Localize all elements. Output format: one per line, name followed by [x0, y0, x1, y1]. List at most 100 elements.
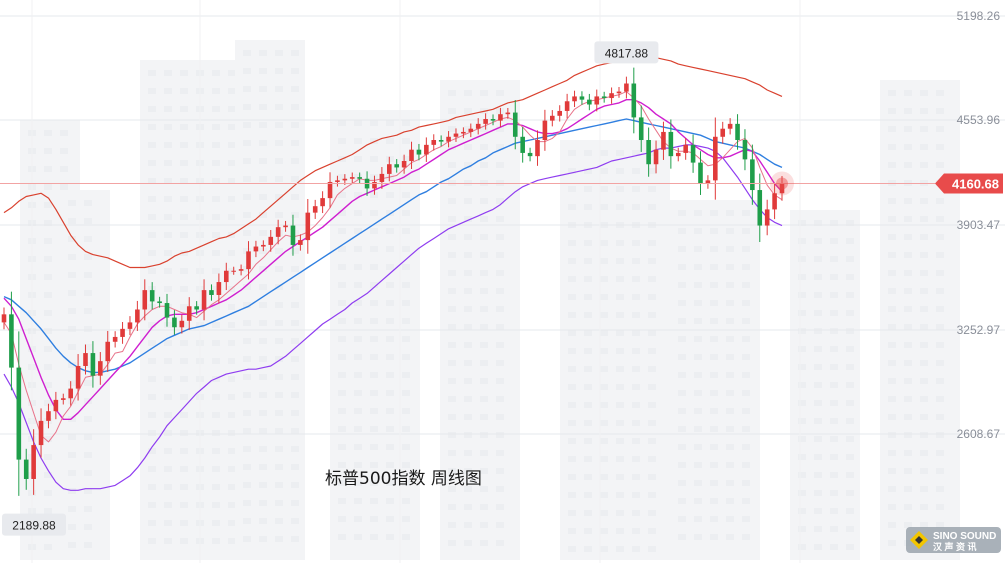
- bg-window: [888, 144, 896, 150]
- bg-window: [275, 446, 283, 452]
- bg-window: [814, 472, 822, 478]
- candle-body: [542, 120, 548, 141]
- bg-window: [742, 228, 750, 234]
- bg-window: [338, 480, 346, 486]
- bg-window: [291, 68, 299, 74]
- bg-window: [496, 540, 504, 546]
- candle-body: [512, 112, 518, 137]
- bg-window: [60, 184, 68, 190]
- bg-window: [259, 392, 267, 398]
- bg-window: [84, 236, 92, 242]
- bg-window: [830, 400, 838, 406]
- bg-window: [584, 528, 592, 534]
- candle-body: [446, 136, 451, 142]
- bg-window: [370, 426, 378, 432]
- bg-window: [904, 432, 912, 438]
- candle-body: [231, 270, 236, 272]
- bg-window: [694, 498, 702, 504]
- bg-window: [84, 254, 92, 260]
- bg-window: [243, 68, 251, 74]
- bg-window: [84, 326, 92, 332]
- bg-window: [936, 324, 944, 330]
- bg-window: [496, 270, 504, 276]
- bg-window: [338, 264, 346, 270]
- bg-window: [496, 90, 504, 96]
- bg-window: [814, 544, 822, 550]
- bg-window: [68, 344, 76, 350]
- bg-window: [920, 234, 928, 240]
- bg-window: [402, 192, 410, 198]
- bg-window: [338, 282, 346, 288]
- bg-window: [710, 336, 718, 342]
- bg-window: [44, 436, 52, 442]
- bg-window: [726, 408, 734, 414]
- bg-window: [480, 450, 488, 456]
- bg-window: [164, 484, 172, 490]
- bg-window: [402, 120, 410, 126]
- bg-window: [464, 504, 472, 510]
- bg-window: [464, 378, 472, 384]
- bg-window: [275, 482, 283, 488]
- bg-window: [402, 300, 410, 306]
- bg-window: [920, 378, 928, 384]
- candle-body: [275, 227, 281, 237]
- bg-window: [212, 268, 220, 274]
- bg-window: [338, 462, 346, 468]
- bg-window: [742, 444, 750, 450]
- bg-window: [448, 288, 456, 294]
- bg-window: [568, 474, 576, 480]
- bg-window: [632, 528, 640, 534]
- bg-window: [648, 438, 656, 444]
- bg-window: [742, 210, 750, 216]
- bg-window: [480, 198, 488, 204]
- bg-window: [228, 394, 236, 400]
- bg-window: [338, 390, 346, 396]
- bg-window: [742, 318, 750, 324]
- bg-window: [275, 86, 283, 92]
- bg-window: [402, 516, 410, 522]
- bg-window: [212, 88, 220, 94]
- bg-window: [164, 412, 172, 418]
- bg-window: [448, 540, 456, 546]
- bg-window: [275, 266, 283, 272]
- bg-window: [600, 456, 608, 462]
- bg-window: [228, 430, 236, 436]
- bg-window: [584, 492, 592, 498]
- bg-window: [243, 140, 251, 146]
- bg-window: [904, 90, 912, 96]
- bg-window: [464, 324, 472, 330]
- candle-body: [609, 93, 614, 99]
- bg-window: [584, 420, 592, 426]
- bg-window: [920, 522, 928, 528]
- bg-window: [148, 250, 156, 256]
- bg-window: [291, 86, 299, 92]
- bg-window: [480, 342, 488, 348]
- bg-window: [694, 408, 702, 414]
- bg-window: [846, 472, 854, 478]
- bg-window: [228, 160, 236, 166]
- bg-window: [726, 498, 734, 504]
- bg-window: [259, 536, 267, 542]
- bg-window: [920, 306, 928, 312]
- bg-window: [180, 124, 188, 130]
- bg-window: [568, 348, 576, 354]
- bg-window: [496, 288, 504, 294]
- bg-window: [678, 336, 686, 342]
- bg-window: [904, 234, 912, 240]
- bg-window: [480, 144, 488, 150]
- bg-window: [386, 390, 394, 396]
- bg-window: [600, 294, 608, 300]
- bg-window: [496, 144, 504, 150]
- bg-window: [338, 534, 346, 540]
- bg-window: [243, 122, 251, 128]
- bg-window: [726, 228, 734, 234]
- bg-window: [496, 486, 504, 492]
- bg-window: [814, 256, 822, 262]
- bg-window: [632, 294, 640, 300]
- bg-window: [600, 258, 608, 264]
- bg-window: [888, 126, 896, 132]
- bg-window: [448, 90, 456, 96]
- last-price-tag: 4160.68: [935, 173, 1003, 194]
- bg-window: [44, 346, 52, 352]
- bg-window: [68, 326, 76, 332]
